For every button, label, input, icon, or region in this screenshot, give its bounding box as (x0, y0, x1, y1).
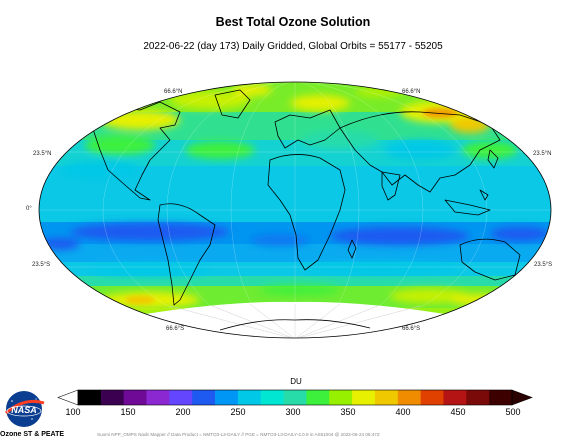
colorbar-swatch (260, 390, 284, 405)
lat-label-66s-right: 66.6°S (402, 326, 421, 332)
colorbar-swatch (192, 390, 216, 405)
colorbar-swatch (443, 390, 467, 405)
colorbar-swatch (169, 390, 193, 405)
colorbar-tick-label: 200 (175, 407, 191, 417)
colorbar-swatch (489, 390, 513, 405)
colorbar-swatch (374, 390, 399, 405)
svg-text:NASA: NASA (11, 405, 37, 415)
colorbar-unit-label: DU (290, 377, 302, 386)
lat-label-23s-right: 23.5°S (534, 262, 553, 268)
lat-label-23s-left: 23.5°S (32, 262, 51, 268)
colorbar-low-arrow (57, 389, 79, 406)
colorbar-high-arrow (511, 389, 533, 406)
colorbar-swatch (146, 390, 170, 405)
colorbar-swatch (352, 390, 376, 405)
colorbar-swatch (466, 390, 490, 405)
colorbar-swatch (123, 390, 147, 405)
colorbar (57, 389, 533, 406)
colorbar-tick-label: 100 (65, 407, 81, 417)
colorbar-swatch (237, 390, 262, 405)
nasa-logo-icon: NASA (5, 391, 45, 427)
ozone-field (39, 82, 551, 338)
page-title: Best Total Ozone Solution (215, 15, 371, 29)
lat-label-23n-right: 23.5°N (533, 151, 552, 157)
page-subtitle: 2022-06-22 (day 173) Daily Gridded, Glob… (143, 41, 443, 52)
colorbar-swatch (329, 390, 353, 405)
colorbar-swatch (306, 390, 330, 405)
lat-label-66n-right: 66.6°N (402, 89, 421, 95)
colorbar-tick-label: 250 (230, 407, 246, 417)
colorbar-tick-label: 500 (505, 407, 521, 417)
lat-label-66s-left: 66.6°S (166, 326, 185, 332)
colorbar-swatch (397, 390, 421, 405)
colorbar-tick-label: 400 (395, 407, 411, 417)
colorbar-swatch (78, 390, 102, 405)
data-product-footer: Suomi NPP_OMPS Nadir Mapper // Data Prod… (97, 432, 380, 437)
colorbar-swatch (100, 390, 124, 405)
colorbar-tick-label: 150 (120, 407, 136, 417)
colorbar-tick-label: 350 (340, 407, 356, 417)
colorbar-swatch (283, 390, 307, 405)
lat-label-23n-left: 23.5°N (33, 151, 52, 157)
lat-label-equator: 0° (26, 206, 32, 212)
colorbar-tick-label: 450 (450, 407, 466, 417)
organization-label: Ozone ST & PEATE (0, 431, 65, 438)
colorbar-tick-label: 300 (285, 407, 301, 417)
colorbar-swatch (420, 390, 444, 405)
colorbar-swatch (215, 390, 239, 405)
lat-label-66n-left: 66.6°N (164, 89, 183, 95)
